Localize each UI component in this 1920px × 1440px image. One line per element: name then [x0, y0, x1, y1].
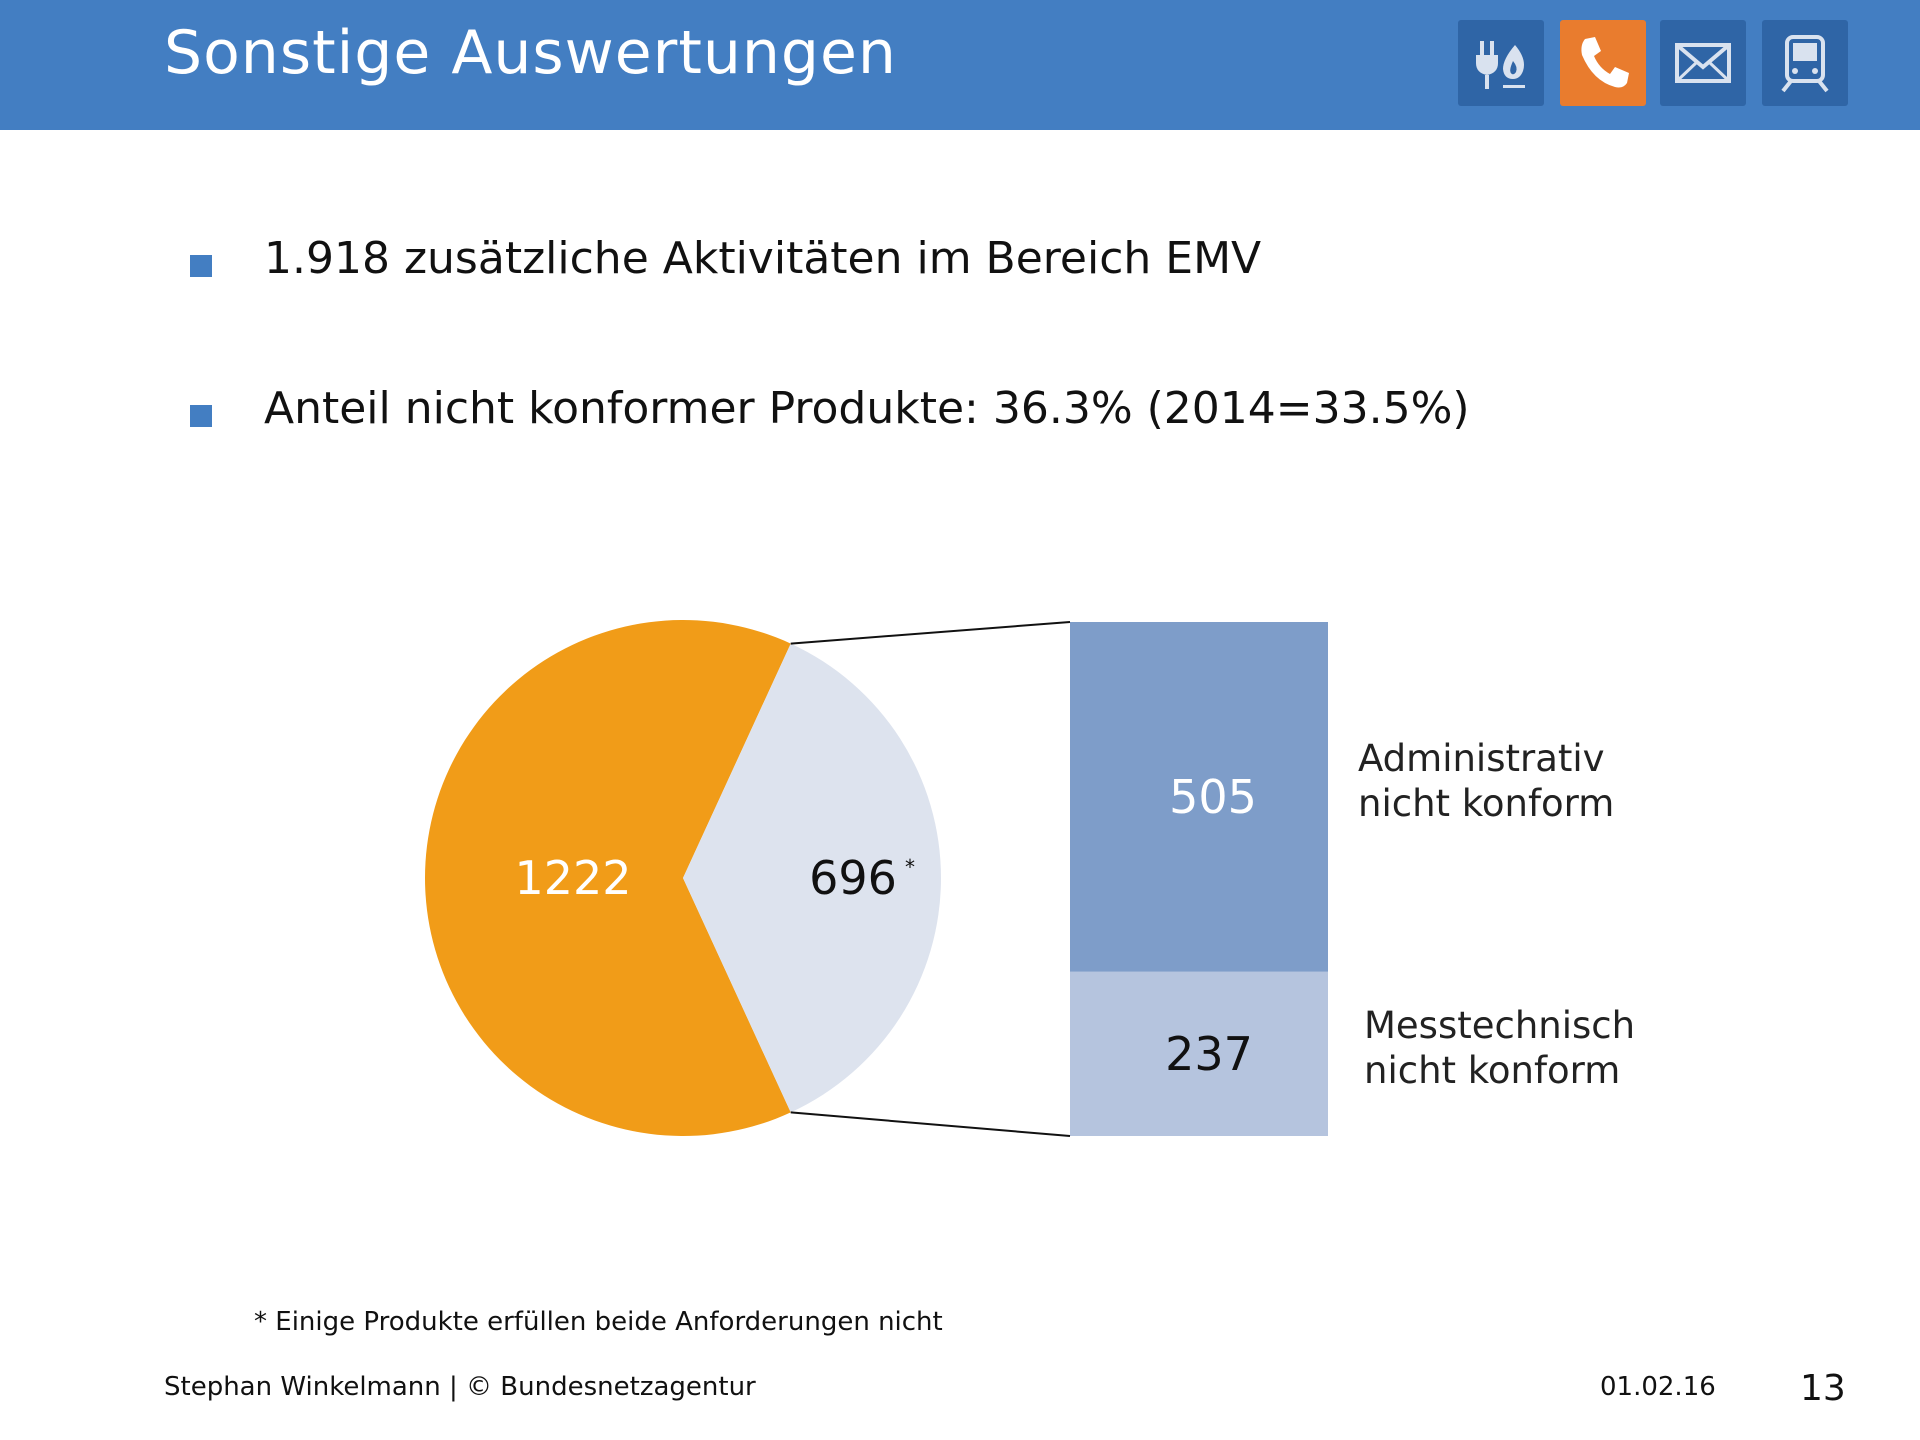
pie-label-small: 696 — [809, 851, 897, 905]
bar-segment — [1070, 622, 1328, 972]
bar-segment-label: 505 — [1169, 770, 1257, 824]
bar-category-label: nicht konform — [1358, 782, 1614, 825]
slide-title: Sonstige Auswertungen — [164, 18, 897, 88]
railway-icon — [1781, 35, 1829, 93]
envelope-icon — [1675, 43, 1731, 83]
bar-category-label: Messtechnisch — [1364, 1004, 1635, 1047]
connector-line — [790, 621, 1071, 645]
pie-label-large: 1222 — [514, 851, 631, 905]
bullet-marker — [190, 405, 212, 427]
bar-segment — [1070, 971, 1328, 1136]
bar-category-label: Administrativ — [1358, 737, 1605, 780]
pie-slice-small — [683, 643, 941, 1113]
bar-category-label: nicht konform — [1364, 1049, 1620, 1092]
bullet-marker — [190, 255, 212, 277]
telephone-icon — [1581, 37, 1629, 88]
footnote: * Einige Produkte erfüllen beide Anforde… — [254, 1307, 943, 1337]
phone-icon[interactable] — [1560, 20, 1646, 106]
bullet-text: Anteil nicht konformer Produkte: 36.3% (… — [264, 383, 1470, 434]
footer-date: 01.02.16 — [1600, 1372, 1716, 1402]
connector-line — [790, 1111, 1071, 1137]
plug-flame-icon — [1476, 41, 1525, 89]
bar-segment-label: 237 — [1165, 1027, 1253, 1081]
bullet-text: 1.918 zusätzliche Aktivitäten im Bereich… — [264, 233, 1262, 284]
pie-label-marker: * — [905, 855, 915, 879]
footer-author: Stephan Winkelmann | © Bundesnetzagentur — [164, 1372, 756, 1402]
page-number: 13 — [1800, 1368, 1846, 1409]
mail-icon[interactable] — [1660, 20, 1746, 106]
train-icon[interactable] — [1762, 20, 1848, 106]
energy-icon[interactable] — [1458, 20, 1544, 106]
header-bar: Sonstige Auswertungen — [0, 0, 1920, 130]
pie-slice-large — [424, 620, 791, 1137]
